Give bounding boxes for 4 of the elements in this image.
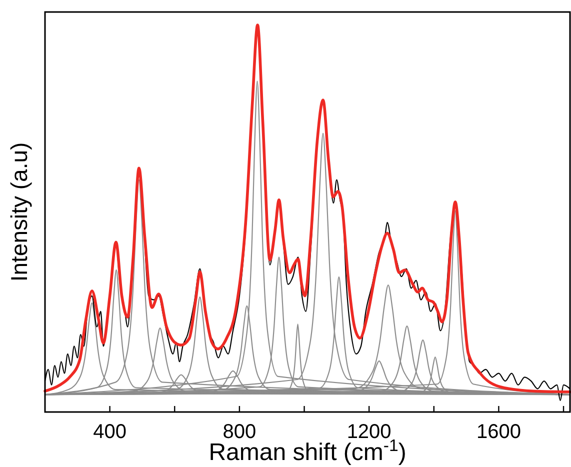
x-tick-label: 1200 bbox=[346, 421, 392, 443]
x-tick-label: 1600 bbox=[476, 421, 521, 443]
y-axis-title: Intensity (a.u) bbox=[6, 142, 32, 282]
x-tick-label: 400 bbox=[93, 421, 126, 443]
